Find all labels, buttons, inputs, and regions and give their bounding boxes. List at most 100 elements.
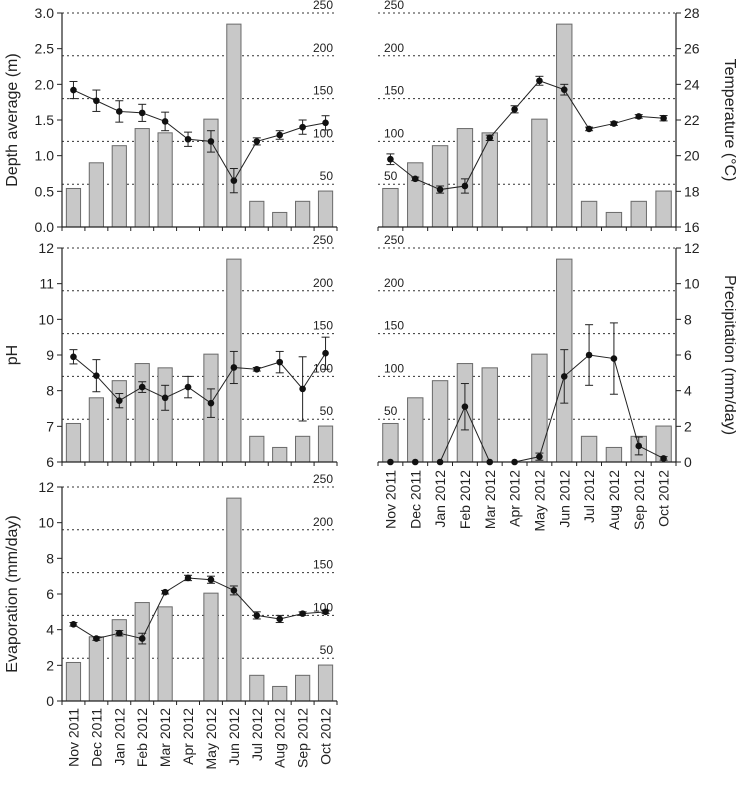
monthly-bar — [481, 132, 498, 228]
x-tick-label-month: Dec 2011 — [407, 470, 423, 529]
reference-line-label: 50 — [384, 169, 398, 183]
data-point — [138, 383, 146, 391]
monthly-bar — [249, 200, 265, 228]
data-point — [93, 97, 100, 105]
data-point — [436, 458, 444, 466]
data-point — [411, 458, 419, 466]
y-tick-label: 24 — [684, 76, 700, 92]
monthly-bar — [407, 397, 424, 463]
data-point — [610, 120, 618, 127]
y-tick-label: 8 — [684, 311, 692, 327]
series-line — [390, 80, 664, 191]
y-tick-label: 6 — [46, 454, 54, 470]
data-point — [207, 399, 215, 407]
y-tick-label: 0 — [684, 454, 692, 470]
y-axis-title: Precipitation (mm/day) — [721, 275, 736, 435]
y-tick-label: 8 — [46, 383, 54, 399]
x-tick-label-month: Jul 2012 — [249, 708, 265, 761]
y-tick-label: 12 — [38, 479, 54, 495]
y-tick-label: 9 — [46, 347, 54, 363]
data-point — [610, 355, 618, 362]
x-tick-label-month: Mar 2012 — [157, 708, 173, 767]
x-tick-label-month: Dec 2011 — [88, 708, 104, 767]
reference-line-label: 200 — [313, 515, 333, 529]
y-axis-title: Evaporation (mm/day) — [4, 515, 21, 672]
data-point — [276, 358, 284, 366]
reference-line-label: 100 — [384, 126, 404, 140]
x-tick-label-month: Sep 2012 — [631, 470, 647, 530]
y-tick-label: 28 — [684, 5, 700, 21]
data-point — [93, 372, 100, 379]
y-tick-label: 10 — [38, 311, 54, 327]
x-tick-label-month: Oct 2012 — [656, 470, 672, 527]
y-tick-label: 10 — [684, 276, 700, 292]
reference-line-label: 200 — [313, 276, 333, 290]
data-point — [486, 458, 494, 466]
monthly-bar — [134, 128, 150, 228]
monthly-bar — [317, 425, 334, 463]
x-tick-label-month: Nov 2011 — [382, 470, 398, 529]
monthly-bar — [382, 422, 399, 463]
y-tick-label: 16 — [684, 219, 700, 235]
data-point — [560, 373, 568, 380]
monthly-bar — [605, 211, 623, 228]
data-point — [511, 458, 518, 466]
data-point — [276, 131, 284, 139]
y-tick-label: 0.0 — [35, 219, 55, 235]
data-point — [536, 77, 543, 85]
x-tick-label-month: Feb 2012 — [134, 708, 150, 767]
data-point — [161, 588, 169, 596]
data-point — [253, 612, 261, 619]
series-line — [73, 352, 326, 404]
y-tick-label: 3.0 — [35, 5, 55, 21]
x-tick-label-month: Apr 2012 — [507, 470, 523, 527]
series-line — [73, 577, 326, 640]
data-point — [387, 458, 394, 466]
x-tick-label-month: Jun 2012 — [556, 470, 572, 528]
y-tick-label: 26 — [684, 41, 700, 57]
data-point — [253, 138, 261, 145]
monthly-bar — [157, 606, 173, 702]
monthly-bar — [249, 435, 265, 463]
data-point — [184, 383, 192, 391]
monthly-bar — [226, 497, 242, 702]
panel-precipitation: 50 100 150 200 250 0 2 4 6 8 10 12 Precipitation (mm… — [377, 233, 736, 470]
y-tick-label: 6 — [684, 347, 692, 363]
reference-line-label: 100 — [313, 126, 333, 140]
data-point — [70, 621, 77, 628]
reference-line-label: 250 — [313, 233, 333, 247]
reference-line-label: 200 — [313, 41, 333, 55]
reference-line-label: 250 — [313, 0, 333, 12]
monthly-bar — [111, 380, 127, 463]
y-tick-label: 0 — [46, 693, 54, 709]
reference-line-label: 150 — [313, 558, 333, 572]
monthly-bar — [65, 422, 82, 463]
monthly-bar — [88, 636, 104, 702]
data-point — [411, 175, 419, 183]
y-tick-label: 0.5 — [35, 183, 55, 199]
x-tick-label-month: May 2012 — [531, 470, 547, 532]
data-point — [461, 403, 469, 411]
y-tick-label: 12 — [38, 240, 54, 256]
data-point — [536, 453, 543, 460]
x-axis-month-labels-left-column: Nov 2011 Dec 2011 Jan 2012 Feb 2012 Mar 2012… — [65, 708, 333, 770]
y-tick-label: 22 — [684, 112, 700, 128]
monthly-bar — [580, 200, 598, 228]
monthly-bar — [65, 661, 82, 702]
y-tick-label: 8 — [46, 550, 54, 566]
data-point — [299, 610, 306, 617]
reference-line-label: 100 — [384, 361, 404, 375]
monthly-bar — [317, 190, 334, 228]
series-line — [390, 354, 664, 463]
data-point — [207, 576, 215, 584]
data-point — [253, 365, 261, 373]
monthly-bar — [295, 200, 311, 228]
reference-line-label: 150 — [384, 319, 404, 333]
monthly-bar — [249, 674, 265, 702]
x-tick-label-month: Jan 2012 — [432, 470, 448, 528]
x-tick-label-month: Feb 2012 — [457, 470, 473, 529]
monthly-bar — [157, 132, 173, 228]
panel-depth-average: 50 100 150 200 250 0.0 0.5 1.0 1.5 2.0 2.5 3.0 Depth… — [4, 0, 338, 235]
monthly-bar — [88, 162, 104, 228]
